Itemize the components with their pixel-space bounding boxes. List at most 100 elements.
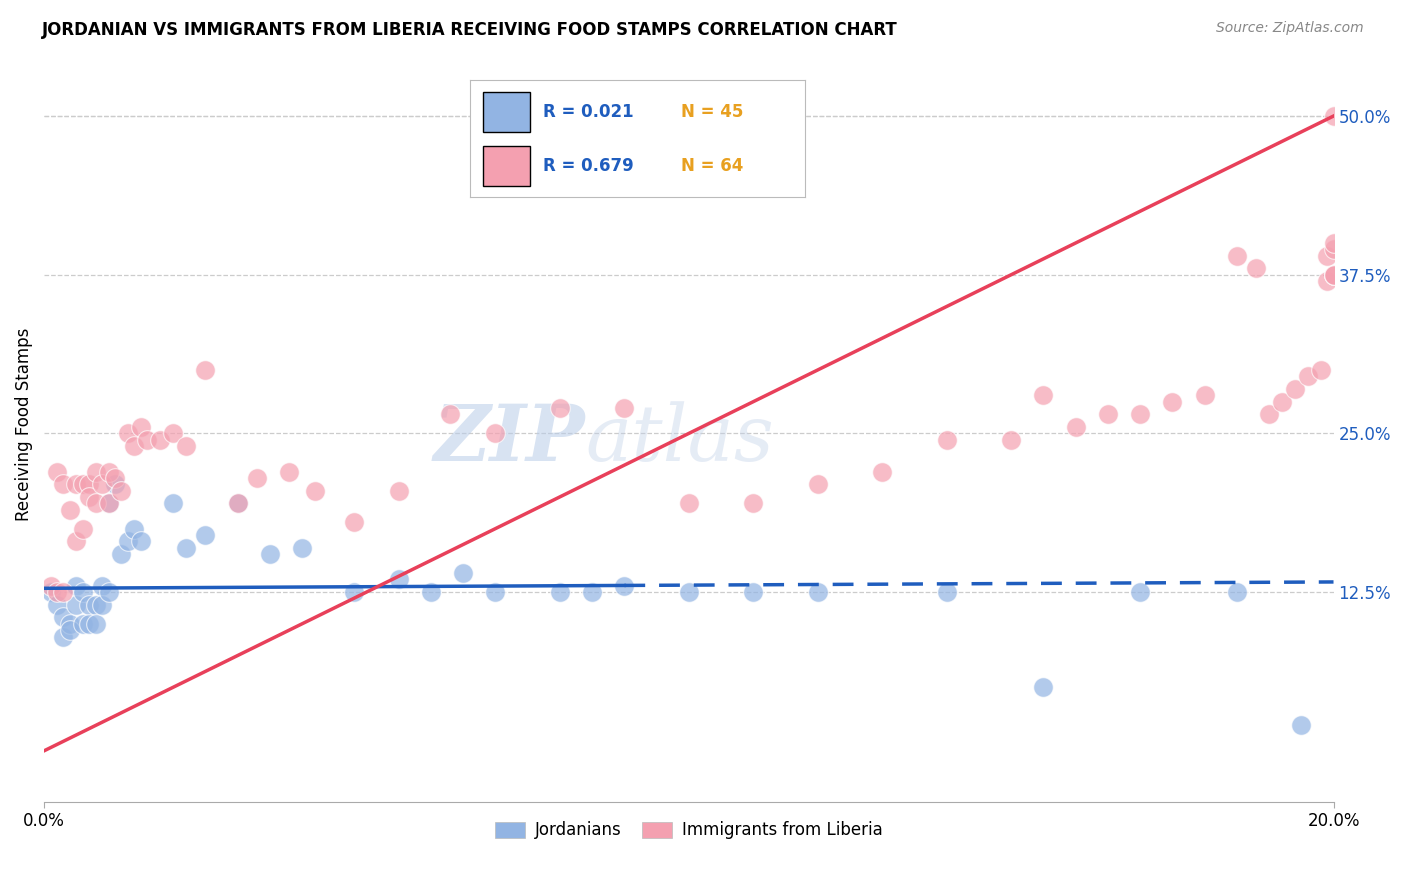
Point [807,585,830,599]
Point [291,541,314,555]
Point [1129,408,1152,422]
Point [117,534,139,549]
Point [110,547,132,561]
Point [388,483,411,498]
Point [72,616,94,631]
Point [97,496,120,510]
Point [1226,249,1249,263]
Point [84,465,107,479]
Point [1194,388,1216,402]
Point [162,426,184,441]
Point [581,585,603,599]
Point [97,496,120,510]
Point [97,585,120,599]
Point [174,541,197,555]
Point [451,566,474,580]
Point [1316,249,1339,263]
Text: JORDANIAN VS IMMIGRANTS FROM LIBERIA RECEIVING FOOD STAMPS CORRELATION CHART: JORDANIAN VS IMMIGRANTS FROM LIBERIA REC… [42,21,898,38]
Point [1064,420,1087,434]
Point [136,433,159,447]
Point [84,616,107,631]
Point [226,496,249,510]
Point [613,579,636,593]
Point [1000,433,1022,447]
Point [124,522,146,536]
Point [84,496,107,510]
Point [1129,585,1152,599]
Point [52,610,75,624]
Point [439,408,461,422]
Point [484,426,506,441]
Point [65,579,87,593]
Point [548,401,571,415]
Point [194,363,217,377]
Point [1161,394,1184,409]
Point [807,477,830,491]
Point [194,528,217,542]
Point [91,579,114,593]
Text: atlas: atlas [586,401,775,477]
Point [613,401,636,415]
Point [1284,382,1306,396]
Text: Source: ZipAtlas.com: Source: ZipAtlas.com [1216,21,1364,35]
Point [46,585,69,599]
Point [1322,268,1344,282]
Point [72,585,94,599]
Point [1296,369,1319,384]
Point [72,522,94,536]
Point [59,616,82,631]
Point [484,585,506,599]
Point [226,496,249,510]
Point [129,420,152,434]
Point [246,471,269,485]
Point [65,598,87,612]
Point [419,585,441,599]
Point [39,579,62,593]
Point [124,439,146,453]
Point [149,433,172,447]
Point [110,483,132,498]
Point [1258,408,1281,422]
Point [278,465,301,479]
Point [84,598,107,612]
Point [678,585,700,599]
Point [52,477,75,491]
Point [59,623,82,637]
Point [1322,243,1344,257]
Point [935,585,957,599]
Point [304,483,326,498]
Point [97,465,120,479]
Y-axis label: Receiving Food Stamps: Receiving Food Stamps [15,327,32,521]
Point [59,502,82,516]
Point [342,585,364,599]
Point [52,585,75,599]
Point [174,439,197,453]
Point [1097,408,1119,422]
Point [91,477,114,491]
Text: ZIP: ZIP [434,401,586,477]
Point [678,496,700,510]
Point [742,496,765,510]
Point [259,547,281,561]
Point [1322,109,1344,123]
Point [1291,718,1313,732]
Point [342,516,364,530]
Point [72,477,94,491]
Point [46,465,69,479]
Point [1322,268,1344,282]
Point [91,598,114,612]
Point [162,496,184,510]
Point [870,465,893,479]
Point [104,471,127,485]
Point [104,477,127,491]
Point [1309,363,1331,377]
Legend: Jordanians, Immigrants from Liberia: Jordanians, Immigrants from Liberia [488,814,889,847]
Point [77,477,100,491]
Point [65,477,87,491]
Point [1271,394,1294,409]
Point [1322,235,1344,250]
Point [77,490,100,504]
Point [742,585,765,599]
Point [1316,274,1339,288]
Point [77,616,100,631]
